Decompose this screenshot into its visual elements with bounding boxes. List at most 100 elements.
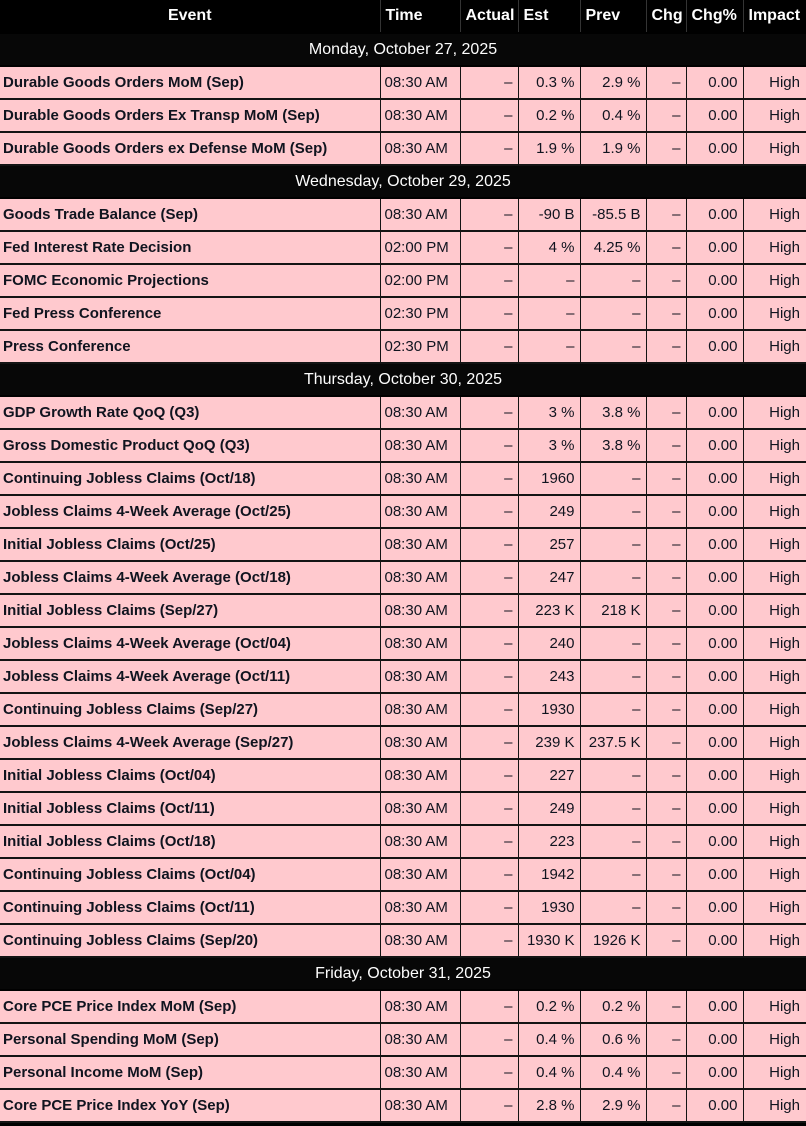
cell-est: 240 — [517, 626, 581, 661]
cell-event: Durable Goods Orders Ex Transp MoM (Sep) — [0, 98, 381, 133]
event-row[interactable]: Durable Goods Orders Ex Transp MoM (Sep)… — [0, 98, 806, 133]
event-row[interactable]: Jobless Claims 4-Week Average (Oct/18) 08… — [0, 560, 806, 595]
cell-actual: – — [459, 659, 519, 694]
cell-chgpct: 0.00 — [685, 659, 744, 694]
event-row[interactable]: FOMC Economic Projections 02:00 PM – – – –0.0… — [0, 263, 806, 298]
cell-event: Fed Interest Rate Decision — [0, 230, 381, 265]
cell-est: 3 % — [517, 395, 581, 430]
cell-impact: High — [742, 758, 806, 793]
cell-chg: – — [645, 560, 687, 595]
cell-event: Initial Jobless Claims (Oct/25) — [0, 527, 381, 562]
event-row[interactable]: Core PCE Price Index YoY (Sep) 08:30 AM –2… — [0, 1088, 806, 1123]
cell-event: Continuing Jobless Claims (Oct/04) — [0, 857, 381, 892]
cell-prev: 0.2 % — [579, 989, 647, 1024]
cell-event: Initial Jobless Claims (Sep/27) — [0, 593, 381, 628]
cell-chg: – — [645, 263, 687, 298]
event-row[interactable]: Initial Jobless Claims (Oct/25) 08:30 AM –… — [0, 527, 806, 562]
event-row[interactable]: Continuing Jobless Claims (Sep/20) 08:30 … — [0, 923, 806, 958]
cell-impact: High — [742, 98, 806, 133]
cell-impact: High — [742, 1022, 806, 1057]
cell-impact: High — [742, 989, 806, 1024]
cell-impact: High — [742, 296, 806, 331]
date-band-row: Friday, October 31, 2025 — [0, 956, 806, 991]
event-row[interactable]: Durable Goods Orders MoM (Sep) 08:30 AM –0… — [0, 65, 806, 100]
cell-time: 08:30 AM — [379, 692, 461, 727]
cell-chg: – — [645, 659, 687, 694]
cell-chgpct: 0.00 — [685, 857, 744, 892]
event-row[interactable]: Initial Jobless Claims (Oct/04) 08:30 AM –… — [0, 758, 806, 793]
event-row[interactable]: Continuing Jobless Claims (Oct/11) 08:30 … — [0, 890, 806, 925]
cell-prev: 2.9 % — [579, 1088, 647, 1123]
cell-prev: – — [579, 494, 647, 529]
cell-event: Jobless Claims 4-Week Average (Oct/11) — [0, 659, 381, 694]
event-row[interactable]: Initial Jobless Claims (Oct/11) 08:30 AM –… — [0, 791, 806, 826]
cell-chg: – — [645, 98, 687, 133]
event-row[interactable]: Jobless Claims 4-Week Average (Oct/04) 08… — [0, 626, 806, 661]
cell-chgpct: 0.00 — [685, 791, 744, 826]
event-row[interactable]: Continuing Jobless Claims (Sep/27) 08:30 … — [0, 692, 806, 727]
cell-est: -90 B — [517, 197, 581, 232]
cell-event: Initial Jobless Claims (Oct/11) — [0, 791, 381, 826]
cell-time: 08:30 AM — [379, 461, 461, 496]
cell-event: Jobless Claims 4-Week Average (Sep/27) — [0, 725, 381, 760]
cell-time: 08:30 AM — [379, 923, 461, 958]
cell-chgpct: 0.00 — [685, 824, 744, 859]
cell-chg: – — [645, 329, 687, 364]
cell-actual: – — [459, 626, 519, 661]
cell-prev: 237.5 K — [579, 725, 647, 760]
cell-chgpct: 0.00 — [685, 428, 744, 463]
cell-impact: High — [742, 824, 806, 859]
event-row[interactable]: Initial Jobless Claims (Sep/27) 08:30 AM –… — [0, 593, 806, 628]
event-row[interactable]: Fed Press Conference 02:30 PM – – – –0.00 High — [0, 296, 806, 331]
cell-est: 243 — [517, 659, 581, 694]
event-row[interactable]: Jobless Claims 4-Week Average (Oct/25) 08… — [0, 494, 806, 529]
cell-time: 08:30 AM — [379, 131, 461, 166]
table-body: Monday, October 27, 2025 Durable Goods Or… — [0, 32, 806, 1123]
cell-actual: – — [459, 494, 519, 529]
cell-prev: 0.4 % — [579, 1055, 647, 1090]
event-row[interactable]: Jobless Claims 4-Week Average (Sep/27) 08… — [0, 725, 806, 760]
cell-chgpct: 0.00 — [685, 296, 744, 331]
event-row[interactable]: Continuing Jobless Claims (Oct/18) 08:30 … — [0, 461, 806, 496]
cell-time: 08:30 AM — [379, 395, 461, 430]
cell-actual: – — [459, 98, 519, 133]
cell-prev: – — [579, 626, 647, 661]
cell-actual: – — [459, 296, 519, 331]
cell-chgpct: 0.00 — [685, 395, 744, 430]
cell-est: 1.9 % — [517, 131, 581, 166]
cell-event: Initial Jobless Claims (Oct/04) — [0, 758, 381, 793]
cell-prev: 3.8 % — [579, 428, 647, 463]
cell-actual: – — [459, 230, 519, 265]
event-row[interactable]: Gross Domestic Product QoQ (Q3) 08:30 AM –… — [0, 428, 806, 463]
event-row[interactable]: Jobless Claims 4-Week Average (Oct/11) 08… — [0, 659, 806, 694]
event-row[interactable]: Personal Spending MoM (Sep) 08:30 AM –0.4 … — [0, 1022, 806, 1057]
cell-impact: High — [742, 890, 806, 925]
cell-event: Core PCE Price Index MoM (Sep) — [0, 989, 381, 1024]
event-row[interactable]: Personal Income MoM (Sep) 08:30 AM –0.4 % 0… — [0, 1055, 806, 1090]
cell-chgpct: 0.00 — [685, 890, 744, 925]
cell-est: 0.3 % — [517, 65, 581, 100]
cell-impact: High — [742, 1088, 806, 1123]
event-row[interactable]: Fed Interest Rate Decision 02:00 PM –4 % 4.… — [0, 230, 806, 265]
cell-prev: 3.8 % — [579, 395, 647, 430]
cell-chgpct: 0.00 — [685, 494, 744, 529]
event-row[interactable]: Continuing Jobless Claims (Oct/04) 08:30 … — [0, 857, 806, 892]
event-row[interactable]: GDP Growth Rate QoQ (Q3) 08:30 AM –3 % 3.8 … — [0, 395, 806, 430]
cell-impact: High — [742, 230, 806, 265]
event-row[interactable]: Durable Goods Orders ex Defense MoM (Sep… — [0, 131, 806, 166]
cell-est: 249 — [517, 494, 581, 529]
cell-chg: – — [645, 890, 687, 925]
cell-est: – — [517, 329, 581, 364]
cell-chgpct: 0.00 — [685, 1088, 744, 1123]
event-row[interactable]: Goods Trade Balance (Sep) 08:30 AM – -90 B-… — [0, 197, 806, 232]
cell-chg: – — [645, 461, 687, 496]
cell-event: Continuing Jobless Claims (Sep/27) — [0, 692, 381, 727]
cell-actual: – — [459, 791, 519, 826]
cell-chg: – — [645, 791, 687, 826]
cell-chg: – — [645, 197, 687, 232]
event-row[interactable]: Press Conference 02:30 PM – – – –0.00 High — [0, 329, 806, 364]
event-row[interactable]: Initial Jobless Claims (Oct/18) 08:30 AM –… — [0, 824, 806, 859]
cell-time: 08:30 AM — [379, 527, 461, 562]
column-header-actual: Actual — [460, 0, 519, 34]
event-row[interactable]: Core PCE Price Index MoM (Sep) 08:30 AM –0… — [0, 989, 806, 1024]
